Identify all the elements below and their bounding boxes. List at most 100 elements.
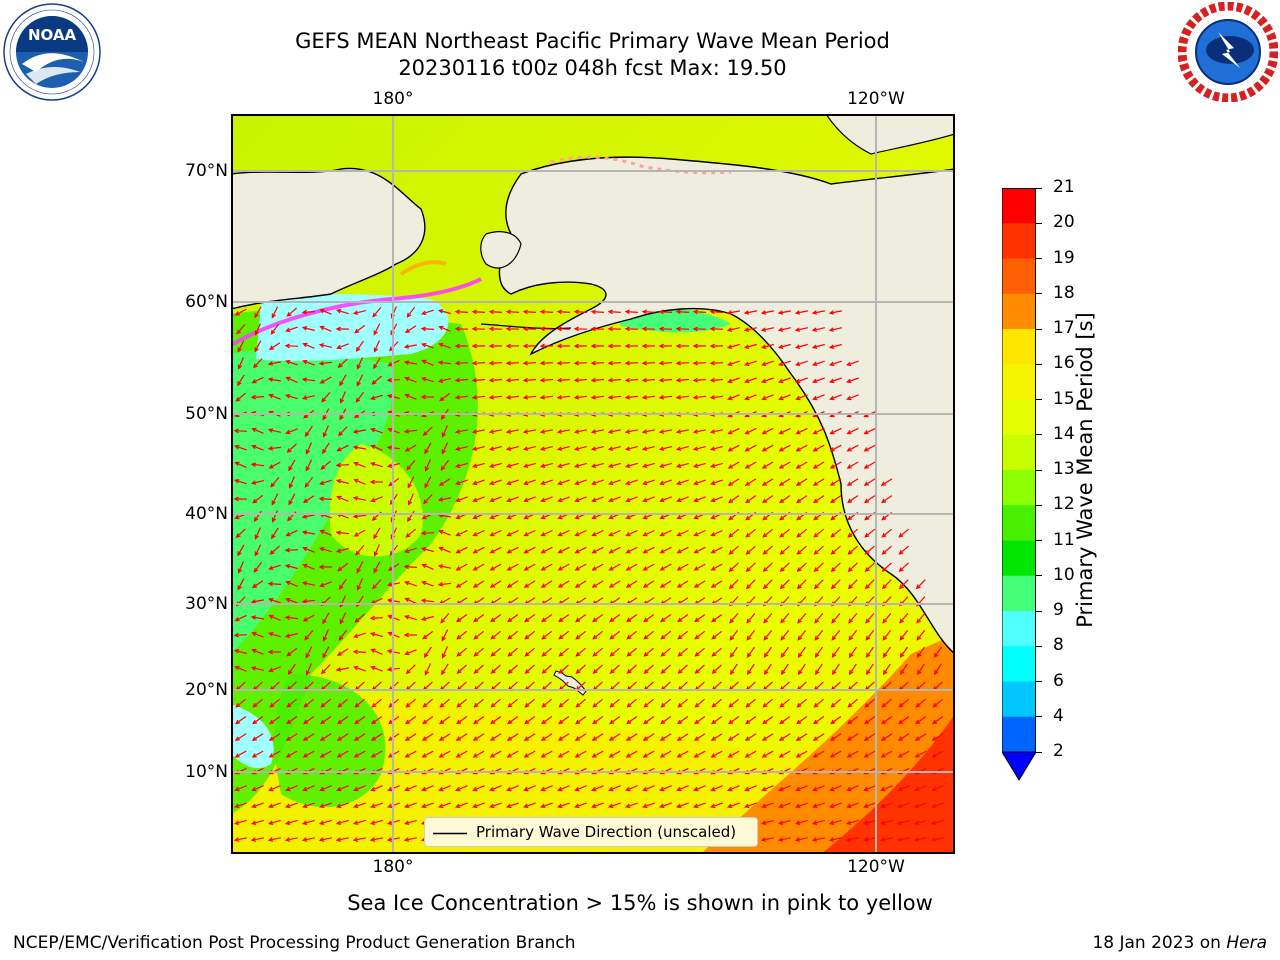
wave-vector [730,646,738,658]
nws-logo [1177,1,1279,103]
wave-vector-head [899,618,905,624]
wave-vector-head [846,464,852,469]
wave-vector [609,630,621,640]
wave-vector-head [335,530,342,536]
wave-vector-head [879,837,886,842]
wave-vector-head [319,480,325,486]
wave-vector-head [745,584,751,590]
wave-vector-head [523,480,529,486]
wave-vector-head [796,498,802,504]
wave-vector-head [454,360,460,366]
wave-vector [439,785,451,791]
wave-vector [285,616,299,620]
wave-vector-head [692,394,699,400]
wave-vector-head [438,786,444,792]
wave-vector-head [558,702,564,708]
wave-vector-head [692,326,698,332]
wave-vector-head [592,702,598,708]
colorbar-tick-mark [1036,645,1042,647]
wave-vector-head [762,515,768,521]
wave-vector-head [709,343,715,349]
wave-vector [405,444,417,452]
wave-vector [728,394,740,400]
wave-vector-head [336,447,342,452]
wave-vector-head [777,310,784,315]
wave-vector-head [625,583,631,588]
wave-vector-head [608,786,614,792]
wave-vector-head [541,617,547,623]
wave-vector [268,429,282,433]
wave-vector [864,528,876,538]
wave-vector-head [709,463,716,468]
wave-vector-head [285,753,291,758]
wave-vector-head [371,516,377,522]
wave-vector-head [794,327,801,332]
wave-vector-head [506,786,512,792]
wave-vector [353,497,367,501]
wave-vector-head [473,634,479,640]
wave-vector-head [711,669,717,674]
wave-vector [371,428,383,434]
wave-vector-head [746,618,752,624]
wave-vector [456,716,468,724]
wave-vector [540,378,554,382]
wave-vector [373,323,381,335]
wave-vector-head [847,702,853,708]
wave-vector-head [813,567,819,573]
colorbar-segment [1002,293,1036,330]
wave-vector-head [405,669,411,675]
wave-vector-head [455,480,461,486]
wave-vector [813,377,825,383]
period-region-20s [821,714,955,854]
wave-vector [677,785,689,791]
wave-vector [694,479,706,485]
wave-vector [796,478,808,486]
wave-vector-head [777,820,784,825]
wave-vector [254,544,262,556]
wave-vector [422,564,434,570]
wave-vector [830,444,842,452]
wave-vector [356,340,364,352]
wave-vector-head [795,430,801,435]
wave-vector-head [573,360,579,366]
wave-vector [608,429,622,433]
wave-vector [932,819,944,825]
wave-vector-head [322,653,327,659]
wave-vector [251,599,265,603]
wave-vector [710,362,724,364]
wave-vector [440,459,450,471]
wave-vector [746,629,756,641]
wave-vector [489,378,503,382]
wave-vector [321,681,331,691]
wave-vector-head [557,480,563,486]
wave-vector-head [489,497,495,503]
wave-vector-head [234,753,240,758]
wave-vector [371,785,383,791]
wave-vector [252,733,264,741]
wave-vector-head [898,532,904,538]
wave-vector-head [285,786,291,792]
colorbar-tick-label: 8 [1053,635,1064,656]
wave-vector-head [625,549,631,554]
wave-vector-head [254,313,259,319]
wave-vector-head [489,480,495,486]
wave-vector-head [472,786,478,792]
wave-vector [779,377,791,383]
wave-vector [371,597,383,605]
wave-vector-head [574,719,581,725]
wave-vector-head [268,803,274,809]
wave-vector [694,802,706,808]
wave-vector-head [251,631,257,637]
wave-vector-head [591,719,598,725]
colorbar-tick-mark [1036,716,1042,718]
wave-vector-head [607,463,614,468]
wave-vector [424,442,432,454]
wave-vector-head [711,702,717,708]
wave-vector-head [864,515,870,521]
wave-vector [407,510,415,522]
wave-vector [779,716,791,724]
wave-vector [507,479,519,485]
wave-vector [558,716,570,724]
wave-vector [813,528,825,538]
map-frame [231,114,955,854]
